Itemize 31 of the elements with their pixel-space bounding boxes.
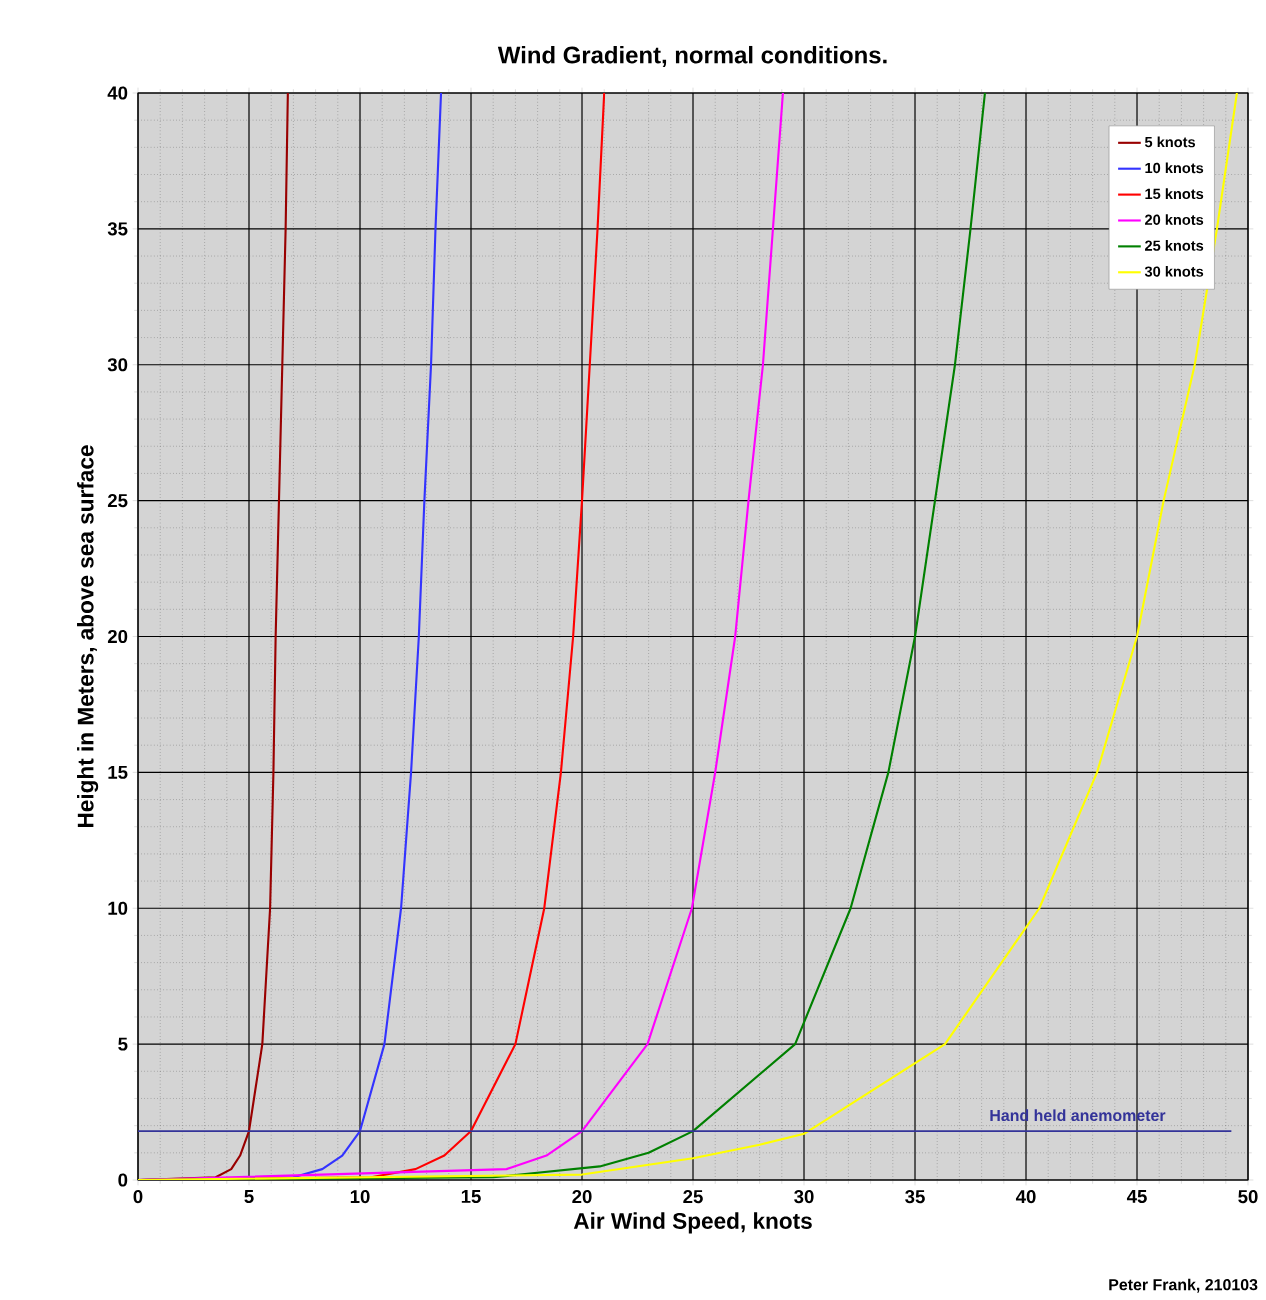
x-tick-label: 40 xyxy=(1015,1190,1036,1204)
y-tick-label: 0 xyxy=(118,1173,128,1187)
x-axis-title: Air Wind Speed, knots xyxy=(573,1212,812,1234)
line-series xyxy=(138,92,1238,1180)
x-tick-label: 5 xyxy=(244,1190,254,1204)
text: Peter Frank, 210103 xyxy=(1109,1278,1258,1293)
y-tick-label: 10 xyxy=(108,901,128,915)
y-tick-label: 20 xyxy=(107,629,128,644)
legend-label: 5 knots xyxy=(1144,136,1196,148)
legend-label: 20 knots xyxy=(1145,214,1204,225)
x-tick-label: 50 xyxy=(1238,1190,1258,1204)
x-tick-label: 30 xyxy=(794,1190,814,1204)
x-tick-label: 25 xyxy=(683,1190,703,1204)
x-tick-label: 45 xyxy=(1126,1190,1147,1204)
chart-title: Wind Gradient, normal conditions. xyxy=(497,45,887,67)
y-tick-label: 30 xyxy=(107,358,128,372)
y-tick-label: 5 xyxy=(118,1037,128,1051)
x-tick-label: 15 xyxy=(461,1190,481,1204)
y-tick-label: 15 xyxy=(108,765,128,779)
legend-label: 10 knots xyxy=(1145,162,1204,174)
x-tick-label: 35 xyxy=(905,1190,925,1204)
legend-label: 30 knots xyxy=(1144,265,1204,277)
y-axis-title: Height in Meters, above sea surface xyxy=(77,445,99,827)
legend-label: 15 knots xyxy=(1145,188,1204,200)
y-tick-label: 25 xyxy=(107,494,128,508)
y-tick-label: 40 xyxy=(107,86,128,100)
y-tick-label: 35 xyxy=(107,222,128,236)
x-tick-label: 0 xyxy=(133,1190,143,1204)
x-tick-label: 20 xyxy=(572,1190,592,1204)
legend-label: 25 knots xyxy=(1145,240,1204,251)
x-tick-label: 10 xyxy=(350,1190,370,1204)
